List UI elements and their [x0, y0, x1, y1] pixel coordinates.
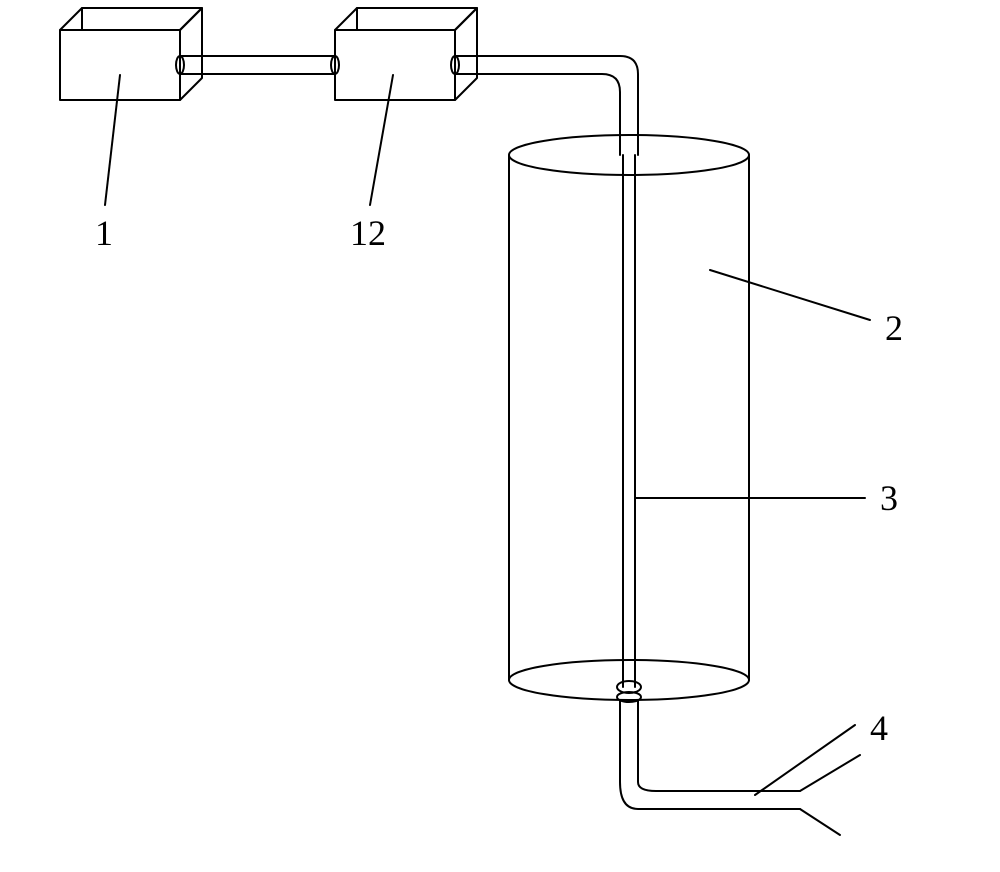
inner-tube-3: [617, 155, 641, 693]
box-1: [60, 8, 202, 100]
label-l12: 12: [350, 75, 393, 253]
outlet-4: [617, 692, 860, 835]
label-l12-text: 12: [350, 213, 386, 253]
label-l3-text: 3: [880, 478, 898, 518]
label-l4-text: 4: [870, 708, 888, 748]
label-l4: 4: [755, 708, 888, 795]
label-l1-text: 1: [95, 213, 113, 253]
label-l2: 2: [710, 270, 903, 348]
cylinder-2: [509, 135, 749, 700]
label-l2-text: 2: [885, 308, 903, 348]
label-l1: 1: [95, 75, 120, 253]
pipe-1-to-12: [176, 56, 339, 74]
label-l3: 3: [635, 478, 898, 518]
box-12: [335, 8, 477, 100]
